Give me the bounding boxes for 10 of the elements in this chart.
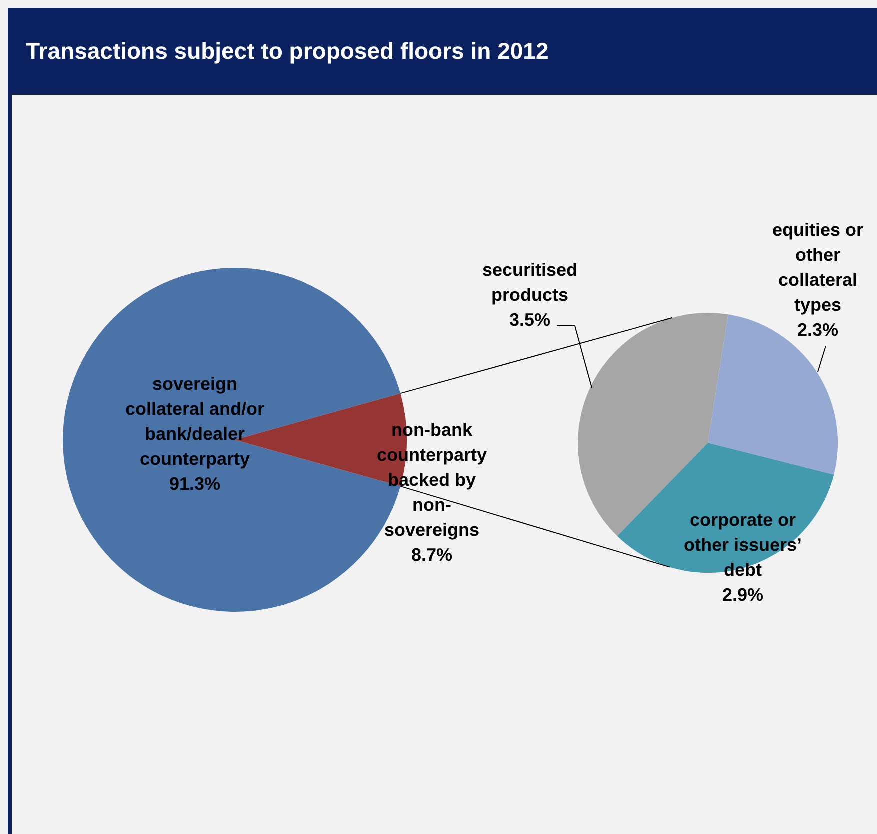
data-label: 2.3%	[796, 319, 840, 342]
slice-label: securitised products	[481, 259, 579, 307]
chart-title: Transactions subject to proposed floors in 2012	[26, 38, 549, 65]
data-label: 91.3%	[168, 473, 222, 496]
data-label: 3.5%	[508, 309, 552, 332]
pie-slice	[708, 314, 838, 475]
slice-label: equities or other collateral types	[772, 219, 864, 317]
data-label: 2.9%	[721, 584, 765, 607]
data-label: 8.7%	[410, 544, 454, 567]
slice-label: sovereign collateral and/or bank/dealer counterparty	[125, 373, 265, 471]
